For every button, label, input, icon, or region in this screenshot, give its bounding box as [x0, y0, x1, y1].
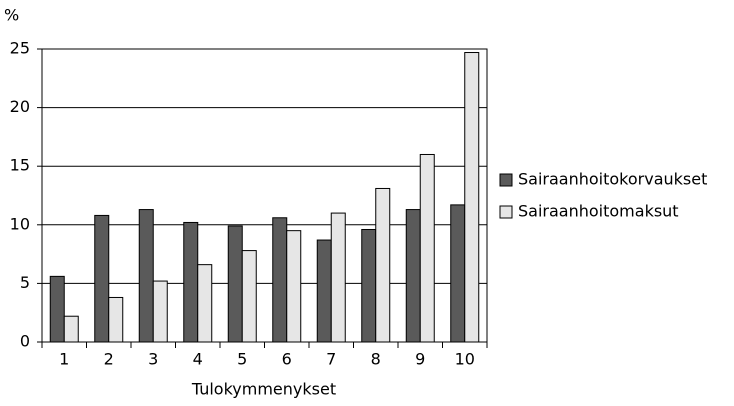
bar — [197, 264, 213, 343]
legend-swatch — [499, 173, 513, 187]
x-tick-label: 5 — [237, 350, 247, 369]
bar — [375, 187, 391, 343]
bar — [405, 209, 421, 343]
bar — [361, 228, 377, 343]
x-tick-label: 3 — [148, 350, 158, 369]
bar — [450, 204, 466, 343]
bar — [152, 280, 168, 343]
y-tick-label: 25 — [10, 39, 30, 58]
bar — [241, 250, 257, 343]
x-tick-label: 8 — [371, 350, 381, 369]
bar — [464, 52, 480, 343]
y-tick-label: 20 — [10, 97, 30, 116]
bar — [316, 239, 332, 343]
y-tick-label: 0 — [20, 332, 30, 351]
legend-label: Sairaanhoitomaksut — [518, 202, 679, 221]
bar — [227, 225, 243, 343]
x-tick-label: 7 — [326, 350, 336, 369]
x-tick-label: 10 — [455, 350, 475, 369]
x-tick-label: 2 — [104, 350, 114, 369]
legend-swatch — [499, 205, 513, 219]
bar — [63, 315, 79, 343]
bar — [138, 209, 154, 343]
bar — [183, 221, 199, 343]
x-tick-label: 9 — [415, 350, 425, 369]
bar — [108, 296, 124, 343]
y-unit-label: % — [4, 6, 19, 25]
x-tick-label: 6 — [282, 350, 292, 369]
bar — [419, 153, 435, 343]
legend-label: Sairaanhoitokorvaukset — [518, 170, 707, 189]
bar — [330, 212, 346, 343]
bar — [94, 214, 110, 343]
bar — [286, 230, 302, 343]
x-tick-label: 1 — [59, 350, 69, 369]
y-tick-label: 5 — [20, 273, 30, 292]
x-tick-label: 4 — [193, 350, 203, 369]
bar — [49, 275, 65, 343]
y-tick-label: 15 — [10, 156, 30, 175]
bar — [272, 217, 288, 343]
x-axis-label: Tulokymmenykset — [191, 380, 336, 399]
y-tick-label: 10 — [10, 214, 30, 233]
